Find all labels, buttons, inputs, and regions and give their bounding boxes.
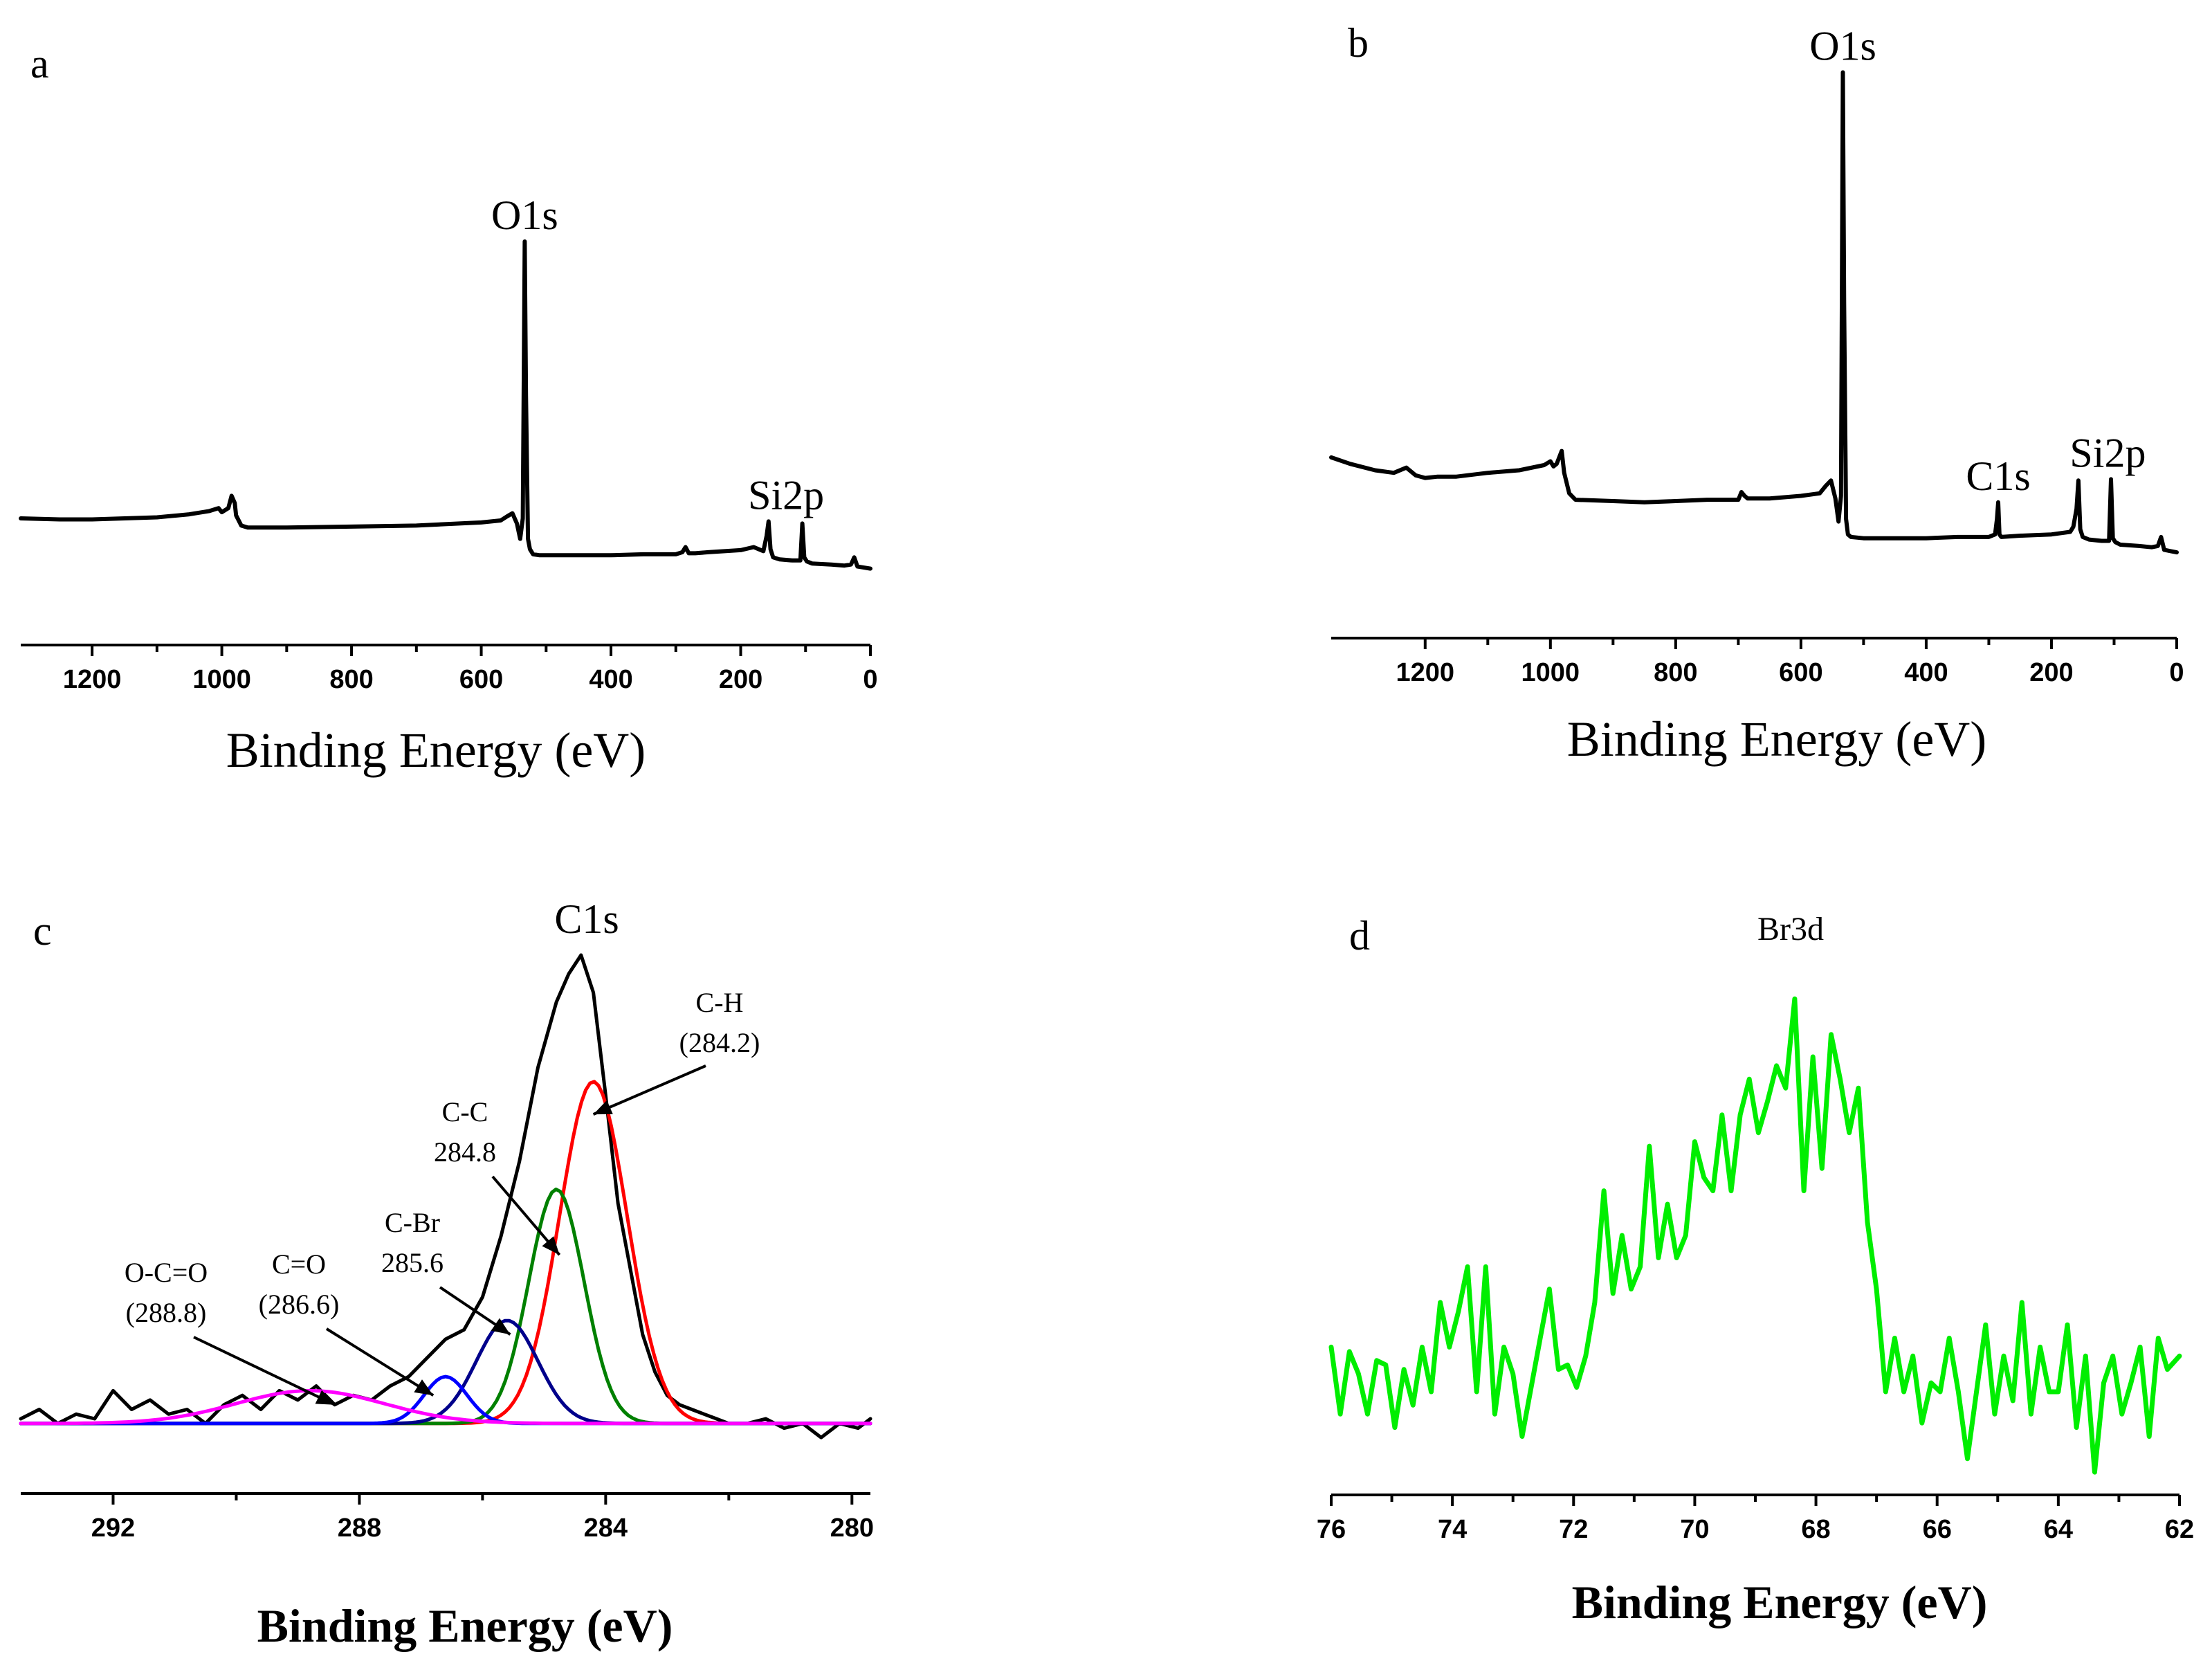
panel-b-survey-spectrum: b O1s C1s Si2p 1200 1000 800 600 400 200 0 Bindi… bbox=[1329, 20, 2184, 767]
x-tick-label-b-0: 1200 bbox=[1396, 658, 1455, 687]
panel-a-x-ticks: 1200 1000 800 600 400 200 0 bbox=[63, 645, 878, 694]
x-tick-label-a-4: 400 bbox=[589, 665, 632, 694]
x-tick-label-c-0: 292 bbox=[91, 1514, 135, 1543]
x-tick-label-b-1: 1000 bbox=[1521, 658, 1580, 687]
x-tick-label-d-4: 68 bbox=[1801, 1515, 1830, 1544]
panel-b-lines bbox=[1329, 70, 2179, 555]
annotation-3-arrowhead bbox=[414, 1379, 434, 1396]
peak-label-a-o1s: O1s bbox=[491, 192, 558, 238]
panel-c-x-ticks: 292 288 284 280 bbox=[91, 1494, 874, 1543]
panel-c-annotations: C-H (284.2) C-C 284.8 C-Br 285.6 C=O (286.6) O-C… bbox=[125, 987, 760, 1406]
annotation-3-name: C=O bbox=[272, 1249, 326, 1280]
panel-c-letter: c bbox=[33, 908, 52, 954]
annotation-1-value: 284.8 bbox=[434, 1136, 496, 1168]
x-tick-label-c-1: 288 bbox=[338, 1514, 381, 1543]
series-c-o-c-o bbox=[19, 1388, 872, 1426]
x-tick-label-d-7: 62 bbox=[2165, 1515, 2194, 1544]
panel-d-lines bbox=[1328, 996, 2182, 1475]
annotation-4-name: O-C=O bbox=[125, 1257, 208, 1288]
x-tick-label-b-6: 0 bbox=[2169, 658, 2184, 687]
annotation-3-arrow bbox=[325, 1327, 435, 1397]
panel-a-letter: a bbox=[30, 41, 49, 87]
series-c-c-h bbox=[19, 1080, 872, 1426]
annotation-1-name: C-C bbox=[442, 1096, 488, 1127]
peak-label-b-si2p: Si2p bbox=[2069, 430, 2146, 475]
annotation-0-value: (284.2) bbox=[679, 1027, 760, 1058]
annotation-0-name: C-H bbox=[696, 987, 744, 1018]
x-tick-label-d-5: 66 bbox=[1923, 1515, 1952, 1544]
annotation-1-arrowhead bbox=[542, 1236, 560, 1255]
x-tick-label-b-3: 600 bbox=[1779, 658, 1822, 687]
panel-d-x-axis-label: Binding Energy (eV) bbox=[1572, 1576, 1988, 1628]
x-tick-label-d-0: 76 bbox=[1317, 1515, 1346, 1544]
x-tick-label-a-0: 1200 bbox=[63, 665, 122, 694]
panel-c-lines bbox=[19, 953, 872, 1440]
panel-d-br3d-spectrum: d Br3d 76 74 72 70 68 66 64 62 Binding Energy (… bbox=[1317, 911, 2194, 1628]
panel-c-x-axis-label: Binding Energy (eV) bbox=[257, 1599, 673, 1652]
x-tick-label-d-6: 64 bbox=[2044, 1515, 2073, 1544]
x-tick-label-b-5: 200 bbox=[2029, 658, 2073, 687]
series-c-c-br bbox=[19, 1318, 872, 1426]
annotation-4-arrow bbox=[193, 1336, 336, 1406]
panel-b-letter: b bbox=[1348, 20, 1369, 66]
x-tick-label-c-3: 280 bbox=[830, 1514, 874, 1543]
panel-a-lines bbox=[19, 239, 872, 571]
panel-d-letter: d bbox=[1349, 913, 1370, 959]
annotation-2-value: 285.6 bbox=[381, 1247, 444, 1278]
series-d-br3d bbox=[1328, 996, 2182, 1475]
x-tick-label-b-2: 800 bbox=[1654, 658, 1697, 687]
panel-b-x-axis-label: Binding Energy (eV) bbox=[1567, 711, 1987, 767]
annotation-2-arrowhead bbox=[491, 1318, 511, 1335]
x-tick-label-a-2: 800 bbox=[329, 665, 373, 694]
series-a-survey-a bbox=[19, 239, 872, 571]
annotation-0-arrowhead bbox=[593, 1100, 613, 1115]
annotation-4-arrowhead bbox=[315, 1390, 335, 1405]
panel-a-x-axis-label: Binding Energy (eV) bbox=[226, 723, 646, 778]
panel-c-c1s-spectrum: c C1s C-H (284.2) C-C 284.8 C-Br 285.6 C=O (286… bbox=[19, 896, 874, 1652]
peak-label-b-o1s: O1s bbox=[1809, 24, 1876, 69]
x-tick-label-d-3: 70 bbox=[1680, 1515, 1709, 1544]
panel-a-survey-spectrum: a O1s Si2p 1200 1000 800 600 400 200 0 Binding … bbox=[19, 41, 878, 778]
annotation-4-value: (288.8) bbox=[126, 1297, 207, 1328]
x-tick-label-a-1: 1000 bbox=[192, 665, 251, 694]
x-tick-label-a-6: 0 bbox=[863, 665, 877, 694]
x-tick-label-d-2: 72 bbox=[1559, 1515, 1588, 1544]
series-b-survey-b bbox=[1329, 70, 2179, 555]
panel-b-x-ticks: 1200 1000 800 600 400 200 0 bbox=[1396, 638, 2184, 687]
x-tick-label-c-2: 284 bbox=[584, 1514, 628, 1543]
panel-c-title: C1s bbox=[554, 896, 619, 942]
x-tick-label-b-4: 400 bbox=[1904, 658, 1948, 687]
panel-a-peak-labels: O1s Si2p bbox=[491, 192, 824, 518]
annotation-0-arrow bbox=[592, 1064, 706, 1116]
annotation-3-value: (286.6) bbox=[259, 1289, 340, 1320]
series-c-raw bbox=[19, 953, 872, 1440]
x-tick-label-d-1: 74 bbox=[1438, 1515, 1467, 1544]
x-tick-label-a-3: 600 bbox=[459, 665, 503, 694]
panel-b-peak-labels: O1s C1s Si2p bbox=[1809, 24, 2146, 499]
panel-d-x-ticks: 76 74 72 70 68 66 64 62 bbox=[1317, 1495, 2194, 1544]
peak-label-b-c1s: C1s bbox=[1966, 453, 2030, 499]
annotation-2-name: C-Br bbox=[385, 1207, 440, 1238]
peak-label-a-si2p: Si2p bbox=[748, 472, 824, 518]
x-tick-label-a-5: 200 bbox=[719, 665, 762, 694]
panel-d-title: Br3d bbox=[1757, 911, 1824, 947]
